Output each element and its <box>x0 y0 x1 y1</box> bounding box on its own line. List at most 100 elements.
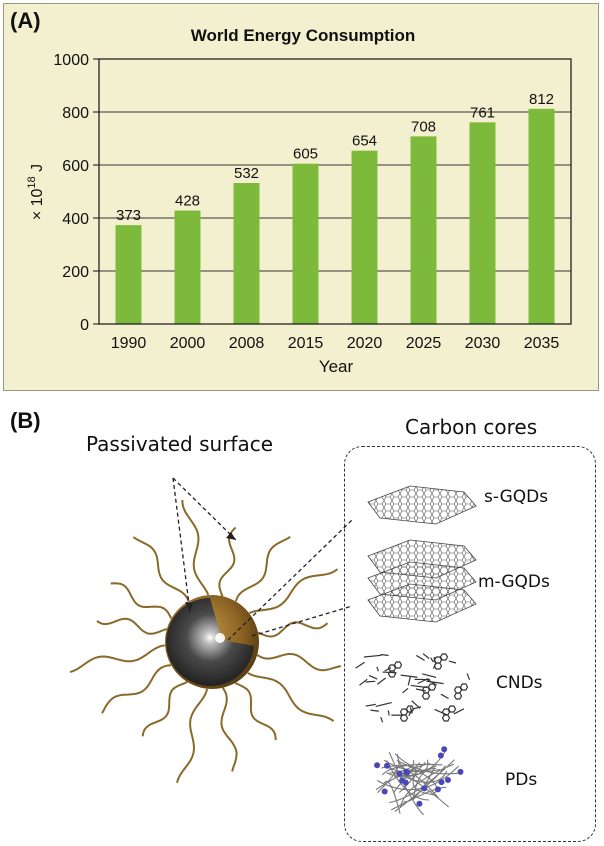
pd-polymer-strand <box>381 763 443 776</box>
cnd-rod <box>376 677 387 685</box>
cnd-rod <box>376 666 379 672</box>
cnd-rod <box>380 716 384 723</box>
ligand-chain <box>101 664 172 714</box>
pointer-lines <box>172 477 353 641</box>
bar-value-label-2030: 761 <box>470 104 495 121</box>
y-tick-label-600: 600 <box>62 158 89 175</box>
pd-polymer-strand <box>389 759 429 777</box>
pd-polymer-strand <box>390 786 447 811</box>
cnd-cluster <box>439 653 449 661</box>
pd-bead <box>434 786 441 793</box>
x-tick-label-2030: 2030 <box>465 335 501 352</box>
ligand-chains <box>69 499 342 784</box>
pd-bead <box>381 788 388 795</box>
cnd-rod <box>365 703 376 707</box>
cnd-rod <box>359 678 368 686</box>
pd-polymer-strand <box>386 760 415 774</box>
pd-polymer-strand <box>383 781 401 814</box>
cnd-rod <box>400 674 418 678</box>
bar-2025 <box>410 136 437 324</box>
cnd-rod <box>380 653 389 657</box>
x-tick-label-2015: 2015 <box>288 335 324 352</box>
y-tick-label-200: 200 <box>62 264 89 281</box>
y-tick-label-1000: 1000 <box>53 52 89 69</box>
cnd-cluster <box>433 662 443 670</box>
cnd-cluster <box>459 683 469 691</box>
panel-a-label: (A) <box>10 8 41 33</box>
cnd-rod <box>416 654 425 661</box>
x-tick-label-2035: 2035 <box>524 335 560 352</box>
x-tick-label-2025: 2025 <box>406 335 442 352</box>
cnd-rod <box>363 654 382 658</box>
pd-polymer-strand <box>381 764 417 793</box>
pd-polymer-strand <box>393 762 421 795</box>
ligand-chain <box>181 499 210 596</box>
cnd-rod <box>411 700 421 709</box>
pd-bead <box>444 777 451 784</box>
ligand-chain <box>96 617 168 635</box>
pd-polymer-strand <box>403 767 435 803</box>
x-tick-label-2020: 2020 <box>347 335 383 352</box>
cnd-rod <box>430 657 434 663</box>
bar-value-label-2025: 708 <box>411 118 436 135</box>
carbon-cores-title: Carbon cores <box>405 415 538 439</box>
cnd-rod <box>422 673 437 679</box>
pd-bead <box>421 785 428 792</box>
pd-bead <box>437 752 444 759</box>
cnd-rod <box>415 688 426 692</box>
s-gqds-sheet <box>367 485 477 525</box>
cnd-rod <box>384 667 392 672</box>
bar-value-label-1990: 373 <box>116 207 141 224</box>
bar-2020 <box>351 150 378 324</box>
ligand-chain <box>69 644 166 674</box>
bar-2030 <box>469 122 496 325</box>
cnd-rod <box>422 653 430 659</box>
cnd-rod <box>466 673 471 681</box>
bar-value-label-2035: 812 <box>529 91 554 108</box>
x-tick-label-2008: 2008 <box>229 335 265 352</box>
pd-bead <box>396 770 403 777</box>
ligand-chain <box>248 568 339 614</box>
carbon-cores-inset <box>344 446 596 842</box>
arrow-head-1 <box>185 602 193 612</box>
chart-title: World Energy Consumption <box>191 26 415 45</box>
ligand-chain <box>220 687 238 772</box>
x-tick-label-2000: 2000 <box>170 335 206 352</box>
ligand-chain <box>132 536 190 602</box>
cnd-rod <box>387 710 390 716</box>
cnd-rod <box>440 693 449 700</box>
cnd-cluster <box>393 661 403 669</box>
pd-polymer-strand <box>412 761 437 796</box>
pd-polymer-strand <box>389 759 455 804</box>
pd-bead <box>374 762 381 769</box>
cnd-cluster <box>447 705 457 713</box>
bar-2000 <box>174 210 201 324</box>
pds-structure <box>374 746 464 816</box>
pd-bead <box>457 768 464 775</box>
pd-bead <box>416 800 423 807</box>
cnd-rod <box>365 680 376 683</box>
plot-frame <box>98 58 572 325</box>
pds-label: PDs <box>505 770 538 790</box>
cnd-rod <box>407 676 411 686</box>
cnd-cluster <box>421 692 431 700</box>
ligand-chain <box>141 681 188 737</box>
pd-bead <box>438 779 445 786</box>
cnd-cluster <box>387 670 397 678</box>
core-highlight <box>215 633 225 643</box>
panel-b-label: (B) <box>10 408 41 433</box>
x-tick-label-1990: 1990 <box>111 335 147 352</box>
ligand-chain <box>176 688 209 784</box>
x-axis-label: Year <box>319 357 354 376</box>
bar-chart: World Energy Consumption 0 200 400 600 800 10… <box>26 26 572 376</box>
pd-bead <box>403 769 410 776</box>
cnd-rod <box>355 661 366 669</box>
bar-value-label-2020: 654 <box>352 133 377 150</box>
cnd-cluster <box>427 683 437 691</box>
carbon-dot-diagram <box>69 477 477 816</box>
pd-bead <box>441 746 448 753</box>
m-gqds-stack <box>367 539 477 623</box>
passivated-surface-label: Passivated surface <box>86 432 274 456</box>
ligand-chain <box>256 652 342 672</box>
cnd-rod <box>370 709 379 712</box>
